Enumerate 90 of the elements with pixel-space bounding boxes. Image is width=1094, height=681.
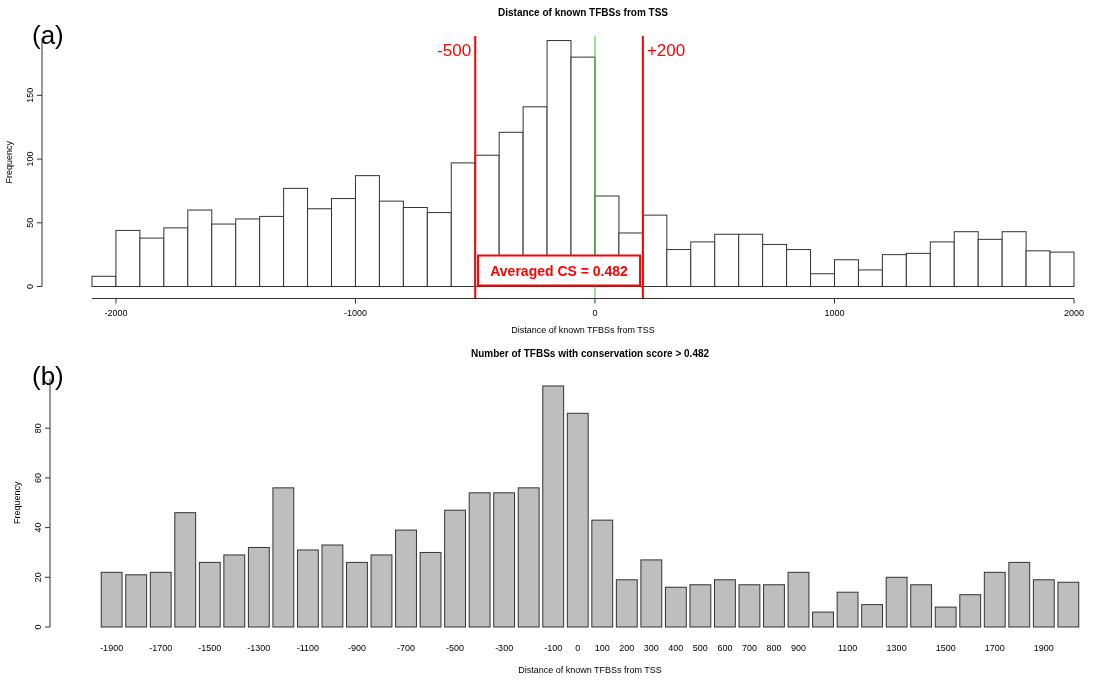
x-tick-label: -1300 [247,643,271,653]
x-tick-label: 100 [594,643,610,653]
x-tick-label: 700 [741,643,757,653]
bar [861,604,884,628]
y-tick-label: 150 [25,87,35,103]
bar [468,492,491,628]
x-tick-label: -1100 [296,643,320,653]
x-tick-label: -300 [495,643,514,653]
bar [296,549,319,628]
bar [640,559,663,628]
x-tick-label: 1000 [824,307,845,318]
y-tick-label: 20 [33,572,43,583]
bar [787,571,810,628]
x-tick-label: 1900 [1033,643,1054,653]
x-tick-label: -1500 [198,643,222,653]
bar [959,594,982,628]
bar [910,584,933,628]
bar [763,584,785,628]
x-tick-label: -1700 [149,643,173,653]
y-tick-label: 0 [25,283,35,290]
text: (b) [32,360,64,391]
bar [125,574,148,628]
bar [812,611,834,628]
bar [517,487,540,628]
bar [198,561,221,628]
bar [321,544,344,628]
bar [419,551,442,628]
y-tick-label: 100 [25,151,35,167]
annotation: Averaged CS = 0.482 [490,262,629,279]
x-tick-label: 0 [592,307,598,318]
y-tick-label: 50 [25,217,35,228]
bar [395,529,417,628]
x-tick-label: 0 [575,643,581,653]
x-tick-label: 600 [717,643,733,653]
x-tick-label: 2000 [1063,307,1085,318]
bar [1008,561,1031,628]
text: (a) [32,20,64,50]
bar [272,487,295,628]
x-tick-label: -500 [446,643,465,653]
bar [1032,579,1055,628]
bar [934,606,957,628]
x-tick-label: -1000 [343,307,367,318]
x-tick-label: -900 [347,643,366,653]
y-tick-label: 60 [33,472,43,483]
chart-title: Number of TFBSs with conservation score > 0.482 [470,347,710,359]
bar [174,512,197,628]
x-tick-label: 800 [766,643,782,653]
x-tick-label: 1700 [984,643,1005,653]
bar [615,579,638,628]
y-axis-title: Frequency [12,480,22,525]
bar [149,571,172,628]
bar [444,509,467,628]
ref-line-label: +200 [646,41,686,60]
x-tick-label: 900 [790,643,807,653]
bar [738,584,761,628]
chart-title: Distance of known TFBSs from TSS [497,7,669,18]
x-axis-title: Distance of known TFBSs from TSS [518,665,662,675]
bar [247,546,270,628]
x-tick-label: 1500 [935,643,956,653]
x-tick-label: -2000 [104,307,128,318]
bar [591,519,614,628]
bar [493,492,516,628]
y-tick-label: 0 [33,624,43,630]
ref-line-label: -500 [437,41,472,60]
bar [346,561,368,628]
y-tick-label: 40 [33,522,43,533]
x-tick-label: 300 [643,643,659,653]
x-tick-label: 200 [619,643,635,653]
bar [223,554,246,628]
y-axis-title: Frequency [4,140,14,184]
bar [983,571,1006,628]
x-tick-label: 400 [668,643,684,653]
x-axis-title: Distance of known TFBSs from TSS [511,324,655,335]
x-tick-label: -100 [544,643,563,653]
bar [370,554,393,628]
x-tick-label: -1900 [100,643,124,653]
x-tick-label: -700 [397,643,416,653]
bar [836,591,859,628]
bar [664,586,687,628]
bar [542,385,565,628]
bar [713,579,736,628]
x-tick-label: 1100 [837,643,858,653]
bar [100,571,123,628]
bar [1057,581,1080,628]
bar [689,584,712,628]
x-tick-label: 500 [692,643,708,653]
bar [885,576,908,628]
x-tick-label: 1300 [886,643,907,653]
y-tick-label: 80 [33,423,43,434]
bar [566,412,589,628]
